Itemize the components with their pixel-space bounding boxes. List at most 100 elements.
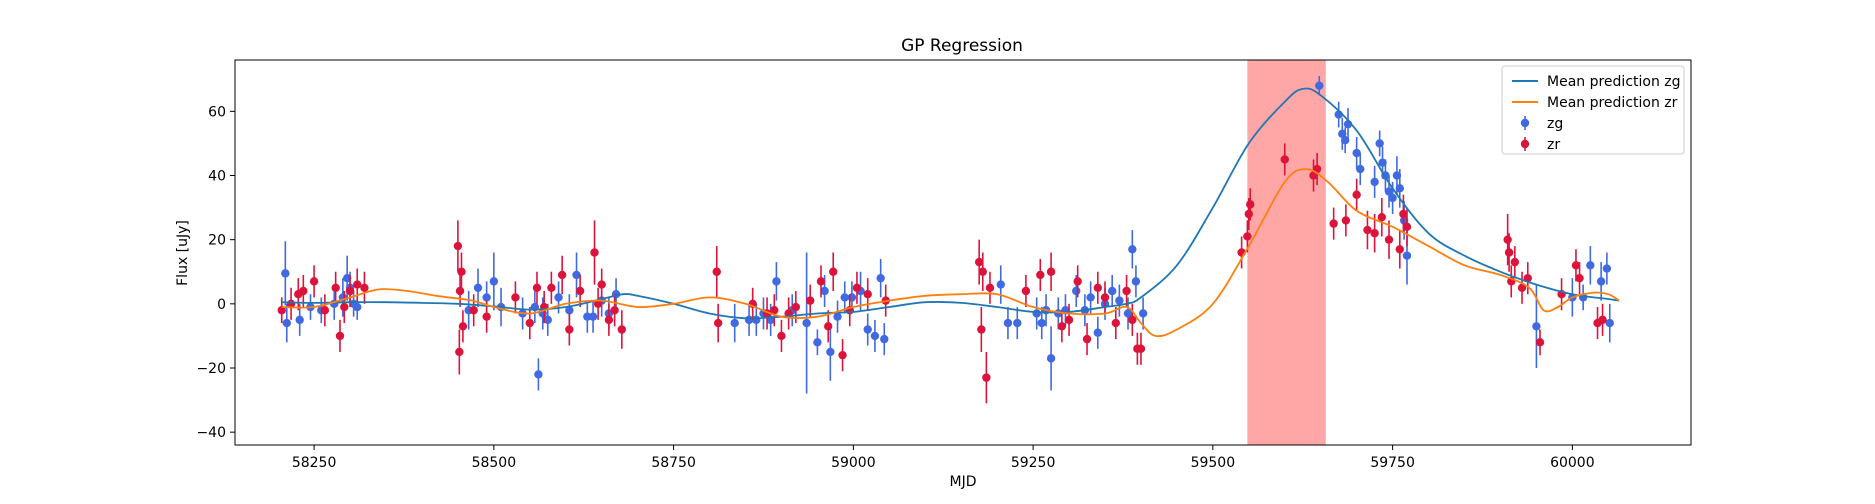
- data-point: [1093, 283, 1103, 292]
- y-tick-label: 60: [208, 104, 226, 120]
- data-point: [977, 325, 986, 334]
- legend-marker-swatch: [1520, 139, 1530, 149]
- data-point: [974, 257, 984, 267]
- data-point: [1575, 273, 1584, 283]
- data-point: [299, 286, 308, 296]
- data-point: [473, 283, 483, 292]
- data-point: [1244, 209, 1254, 219]
- data-point: [826, 347, 835, 357]
- data-point: [583, 312, 592, 321]
- data-point: [1504, 248, 1514, 257]
- data-point: [453, 241, 463, 251]
- data-point: [309, 277, 319, 286]
- x-tick-label: 59000: [831, 455, 876, 471]
- data-point: [829, 267, 838, 276]
- data-point: [482, 312, 491, 321]
- data-point: [525, 318, 534, 328]
- data-point: [816, 277, 826, 286]
- data-point: [1352, 148, 1361, 158]
- data-point: [1057, 322, 1067, 331]
- data-point: [565, 325, 574, 334]
- data-point: [353, 280, 362, 289]
- data-point: [489, 277, 499, 286]
- x-axis-label: MJD: [950, 474, 977, 490]
- data-point: [457, 267, 466, 276]
- data-point: [482, 293, 491, 302]
- plot-area-frame: [234, 59, 1692, 446]
- data-point: [543, 315, 552, 325]
- data-point: [331, 283, 340, 292]
- y-tick-label: −40: [196, 425, 226, 441]
- legend-marker-swatch: [1520, 118, 1530, 128]
- data-point: [1111, 318, 1120, 328]
- legend-label: Mean prediction zr: [1547, 95, 1678, 111]
- data-point: [1243, 232, 1252, 241]
- data-point: [840, 293, 849, 302]
- data-point: [730, 318, 739, 328]
- data-point: [1037, 318, 1046, 328]
- data-point: [1503, 235, 1512, 244]
- x-tick-label: 59750: [1370, 455, 1415, 471]
- data-point: [565, 306, 574, 315]
- data-point: [982, 373, 991, 382]
- data-point: [588, 312, 598, 321]
- data-point: [277, 306, 286, 315]
- data-point: [1093, 328, 1103, 337]
- x-tick-label: 59500: [1191, 455, 1236, 471]
- x-tick-label: 59250: [1011, 455, 1056, 471]
- data-point: [1115, 296, 1124, 305]
- x-axis-ticks: 58250 58500 58750 59000 59250 59500 59750 60000: [292, 445, 1595, 471]
- data-point: [1384, 235, 1394, 244]
- data-point: [880, 334, 889, 344]
- series-zr: [277, 143, 1607, 404]
- data-point: [1072, 286, 1081, 296]
- data-point: [1046, 267, 1056, 276]
- data-point: [713, 318, 723, 328]
- data-point: [1388, 193, 1397, 203]
- data-point: [985, 283, 995, 292]
- highlight-region: [1247, 60, 1326, 445]
- prediction-lines-layer: [281, 87, 1620, 338]
- data-point: [1138, 309, 1148, 318]
- data-point: [1086, 293, 1095, 302]
- data-point: [1598, 315, 1607, 325]
- data-point: [469, 306, 478, 315]
- mean-prediction-line: [281, 168, 1620, 338]
- data-point: [1377, 213, 1387, 222]
- data-point: [1131, 277, 1141, 286]
- data-point: [1370, 229, 1379, 238]
- data-point: [360, 283, 369, 292]
- y-tick-label: −20: [196, 361, 226, 377]
- data-point: [1123, 309, 1133, 318]
- data-point: [833, 312, 842, 321]
- data-point: [1363, 225, 1372, 235]
- data-point: [1013, 318, 1022, 328]
- data-point: [863, 290, 872, 299]
- data-point: [1315, 81, 1324, 90]
- data-point: [876, 273, 885, 283]
- x-tick-label: 60000: [1550, 455, 1595, 471]
- data-point: [593, 299, 603, 309]
- chart-legend: Mean prediction zg Mean prediction zr zg zr: [1501, 65, 1685, 155]
- data-point: [617, 325, 627, 334]
- data-point: [1370, 177, 1379, 187]
- data-point: [1128, 315, 1137, 325]
- data-point: [820, 286, 829, 296]
- data-point: [281, 269, 290, 278]
- data-point: [597, 280, 606, 289]
- y-axis-ticks: −40 −20 0 20 40 60: [196, 104, 235, 441]
- data-point: [1352, 190, 1361, 199]
- data-point: [1399, 209, 1408, 219]
- data-point: [1402, 222, 1412, 232]
- data-point: [1356, 164, 1365, 174]
- data-point: [557, 270, 567, 280]
- data-point: [1532, 322, 1541, 331]
- data-point: [1602, 264, 1612, 273]
- data-point: [1395, 245, 1405, 254]
- data-point: [802, 318, 811, 328]
- data-point: [1395, 184, 1405, 193]
- data-point: [1309, 171, 1318, 180]
- data-point: [1571, 261, 1581, 270]
